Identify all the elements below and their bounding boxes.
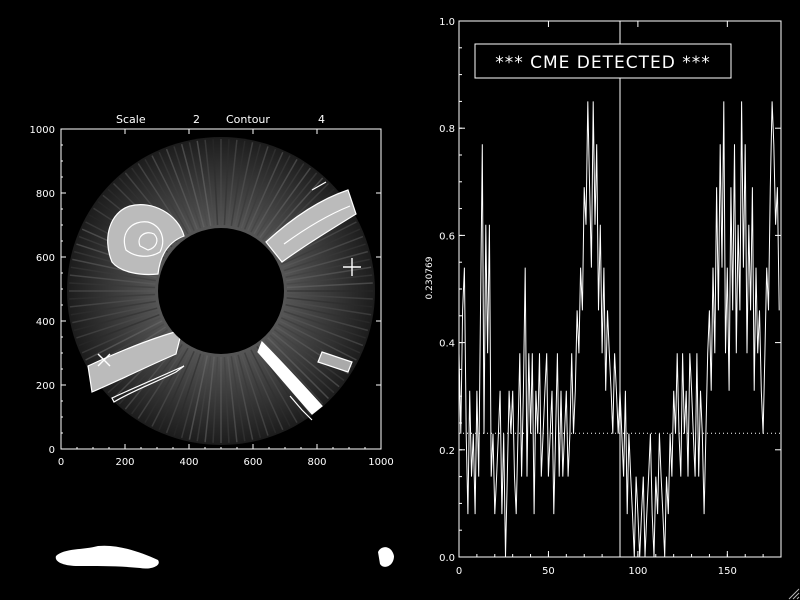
y-tick-label: 0.6 [439, 231, 455, 242]
time-series-panel: 0 50 100 150 0.0 0.2 0.4 0.6 0.8 1.0 *** CME DETE… [425, 17, 782, 577]
plus-marker-icon [343, 258, 361, 276]
y-tick-label: 0.8 [439, 124, 455, 135]
x-tick-label: 800 [307, 457, 326, 468]
detection-banner: *** CME DETECTED *** [495, 53, 711, 73]
plot-axes: 0 50 100 150 0.0 0.2 0.4 0.6 0.8 1.0 [439, 17, 782, 577]
series-line [458, 101, 780, 558]
y-tick-label: 0.2 [439, 446, 455, 457]
x-tick-label: 150 [718, 566, 737, 577]
y-tick-label: 1.0 [439, 17, 455, 28]
x-tick-label: 600 [243, 457, 262, 468]
image-axes: 0 200 400 600 800 1000 0 200 400 600 800 1000 [30, 125, 394, 468]
scale-value: 2 [193, 113, 200, 126]
detection-banner-box [474, 43, 732, 79]
x-marker-icon [97, 353, 111, 367]
contour-label: Contour [226, 113, 270, 126]
y-tick-label: 0 [49, 445, 55, 456]
contour-value: 4 [318, 113, 325, 126]
x-tick-label: 0 [58, 457, 64, 468]
y-tick-label: 600 [36, 253, 55, 264]
coronagraph-panel: Scale 2 Contour 4 [30, 113, 394, 468]
y-tick-label: 400 [36, 317, 55, 328]
cme-structures [87, 181, 357, 421]
y-tick-label: 0.4 [439, 339, 455, 350]
mask-blobs [55, 545, 394, 569]
x-tick-label: 200 [115, 457, 134, 468]
x-tick-label: 1000 [368, 457, 393, 468]
y-tick-label: 800 [36, 189, 55, 200]
x-tick-label: 0 [456, 566, 462, 577]
y-tick-label: 0.0 [439, 553, 455, 564]
occulter-disk [158, 228, 284, 354]
x-tick-label: 50 [542, 566, 555, 577]
resize-grip-icon[interactable] [788, 588, 800, 600]
plot-y-label: 0.230769 [425, 256, 435, 299]
x-tick-label: 100 [628, 566, 647, 577]
x-tick-label: 400 [179, 457, 198, 468]
y-tick-label: 200 [36, 381, 55, 392]
scale-label: Scale [116, 113, 146, 126]
y-tick-label: 1000 [30, 125, 55, 136]
